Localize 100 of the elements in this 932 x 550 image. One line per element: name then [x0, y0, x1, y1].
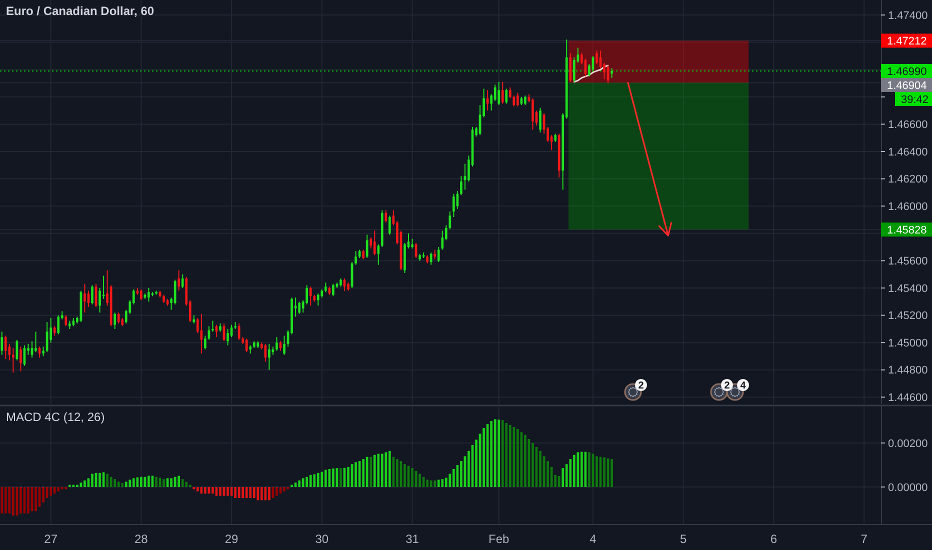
candlestick [84, 283, 86, 314]
ref-line-label: 1.46990 [887, 66, 927, 78]
bar [268, 487, 270, 500]
bar [396, 459, 398, 488]
bar [0, 487, 4, 514]
candlestick [212, 320, 214, 332]
candlestick [610, 68, 613, 78]
bar [249, 487, 252, 498]
chart-title: MACD 4C (12, 26) [6, 410, 105, 424]
bar [610, 459, 613, 488]
bar [234, 487, 236, 498]
bar [418, 474, 421, 488]
candlestick [114, 312, 116, 330]
candlestick [20, 346, 22, 372]
bar [252, 487, 256, 498]
annotation: 2 [724, 380, 730, 392]
y-tick-label: 1.47400 [888, 10, 928, 22]
bar [501, 420, 504, 488]
y-tick-label: 1.44600 [888, 392, 928, 404]
candlestick [181, 274, 184, 288]
bar [404, 464, 406, 488]
y-tick-label: 1.45600 [888, 256, 928, 268]
bar [226, 487, 229, 496]
bar [362, 459, 364, 488]
bar [437, 480, 440, 488]
bar [505, 422, 508, 488]
bar [114, 479, 116, 488]
bar [170, 478, 172, 488]
bar [324, 470, 327, 488]
bar [106, 474, 108, 488]
candlestick [512, 95, 516, 107]
bar [117, 482, 120, 488]
candlestick [532, 98, 534, 130]
candlestick [596, 50, 598, 65]
candlestick [34, 331, 37, 353]
bar [72, 484, 75, 488]
candlestick [117, 312, 120, 324]
bar [76, 484, 78, 488]
bar [57, 487, 60, 492]
bar [426, 480, 428, 488]
y-tick-label: 1.46600 [888, 119, 928, 132]
bar [290, 484, 293, 488]
bar [148, 476, 150, 488]
candlestick [411, 238, 414, 249]
bar [482, 428, 485, 488]
y-tick-label: 1.46200 [888, 174, 928, 186]
bar [441, 479, 444, 488]
candlestick [366, 234, 368, 258]
bar [313, 474, 316, 488]
bar [596, 456, 598, 488]
bar [366, 456, 368, 488]
bar [494, 419, 496, 488]
bar [245, 487, 248, 498]
bar [498, 420, 500, 488]
candlestick [53, 326, 56, 336]
bar [508, 424, 512, 488]
candlestick [505, 88, 508, 104]
bar [260, 487, 263, 500]
candlestick [362, 249, 364, 260]
candlestick [4, 335, 7, 360]
bar [185, 482, 188, 488]
candlestick [324, 282, 327, 293]
text: 39:42 [901, 94, 929, 106]
candlestick [245, 338, 248, 353]
bar [53, 487, 56, 494]
bar [347, 466, 350, 488]
candlestick [178, 270, 180, 292]
candlestick [91, 284, 94, 305]
bar [50, 487, 52, 496]
bar [276, 487, 278, 496]
bar [155, 476, 158, 488]
bar [309, 474, 312, 488]
bar [411, 468, 414, 488]
y-tick-label: 1.46400 [888, 146, 928, 158]
candlestick [306, 284, 308, 305]
bar [316, 472, 320, 488]
bar [84, 480, 86, 488]
candlestick [508, 86, 512, 99]
candlestick [501, 81, 504, 104]
candlestick [204, 335, 206, 350]
candlestick [98, 287, 101, 314]
bar [524, 434, 526, 488]
candlestick [516, 92, 519, 107]
candlestick [524, 95, 526, 106]
bar [388, 450, 391, 488]
candlestick [42, 346, 44, 357]
x-tick-label: 6 [770, 532, 778, 546]
bar [532, 442, 534, 488]
bar [242, 487, 244, 498]
x-tick-label: 7 [860, 532, 868, 546]
candlestick [309, 286, 312, 306]
bar [181, 479, 184, 488]
bar [256, 487, 260, 500]
candlestick [437, 246, 440, 263]
bar [569, 459, 572, 488]
bar [370, 456, 372, 488]
bar [340, 468, 342, 488]
x-tick-label: 31 [406, 532, 420, 546]
candlestick [498, 81, 500, 106]
candlestick [494, 84, 496, 102]
